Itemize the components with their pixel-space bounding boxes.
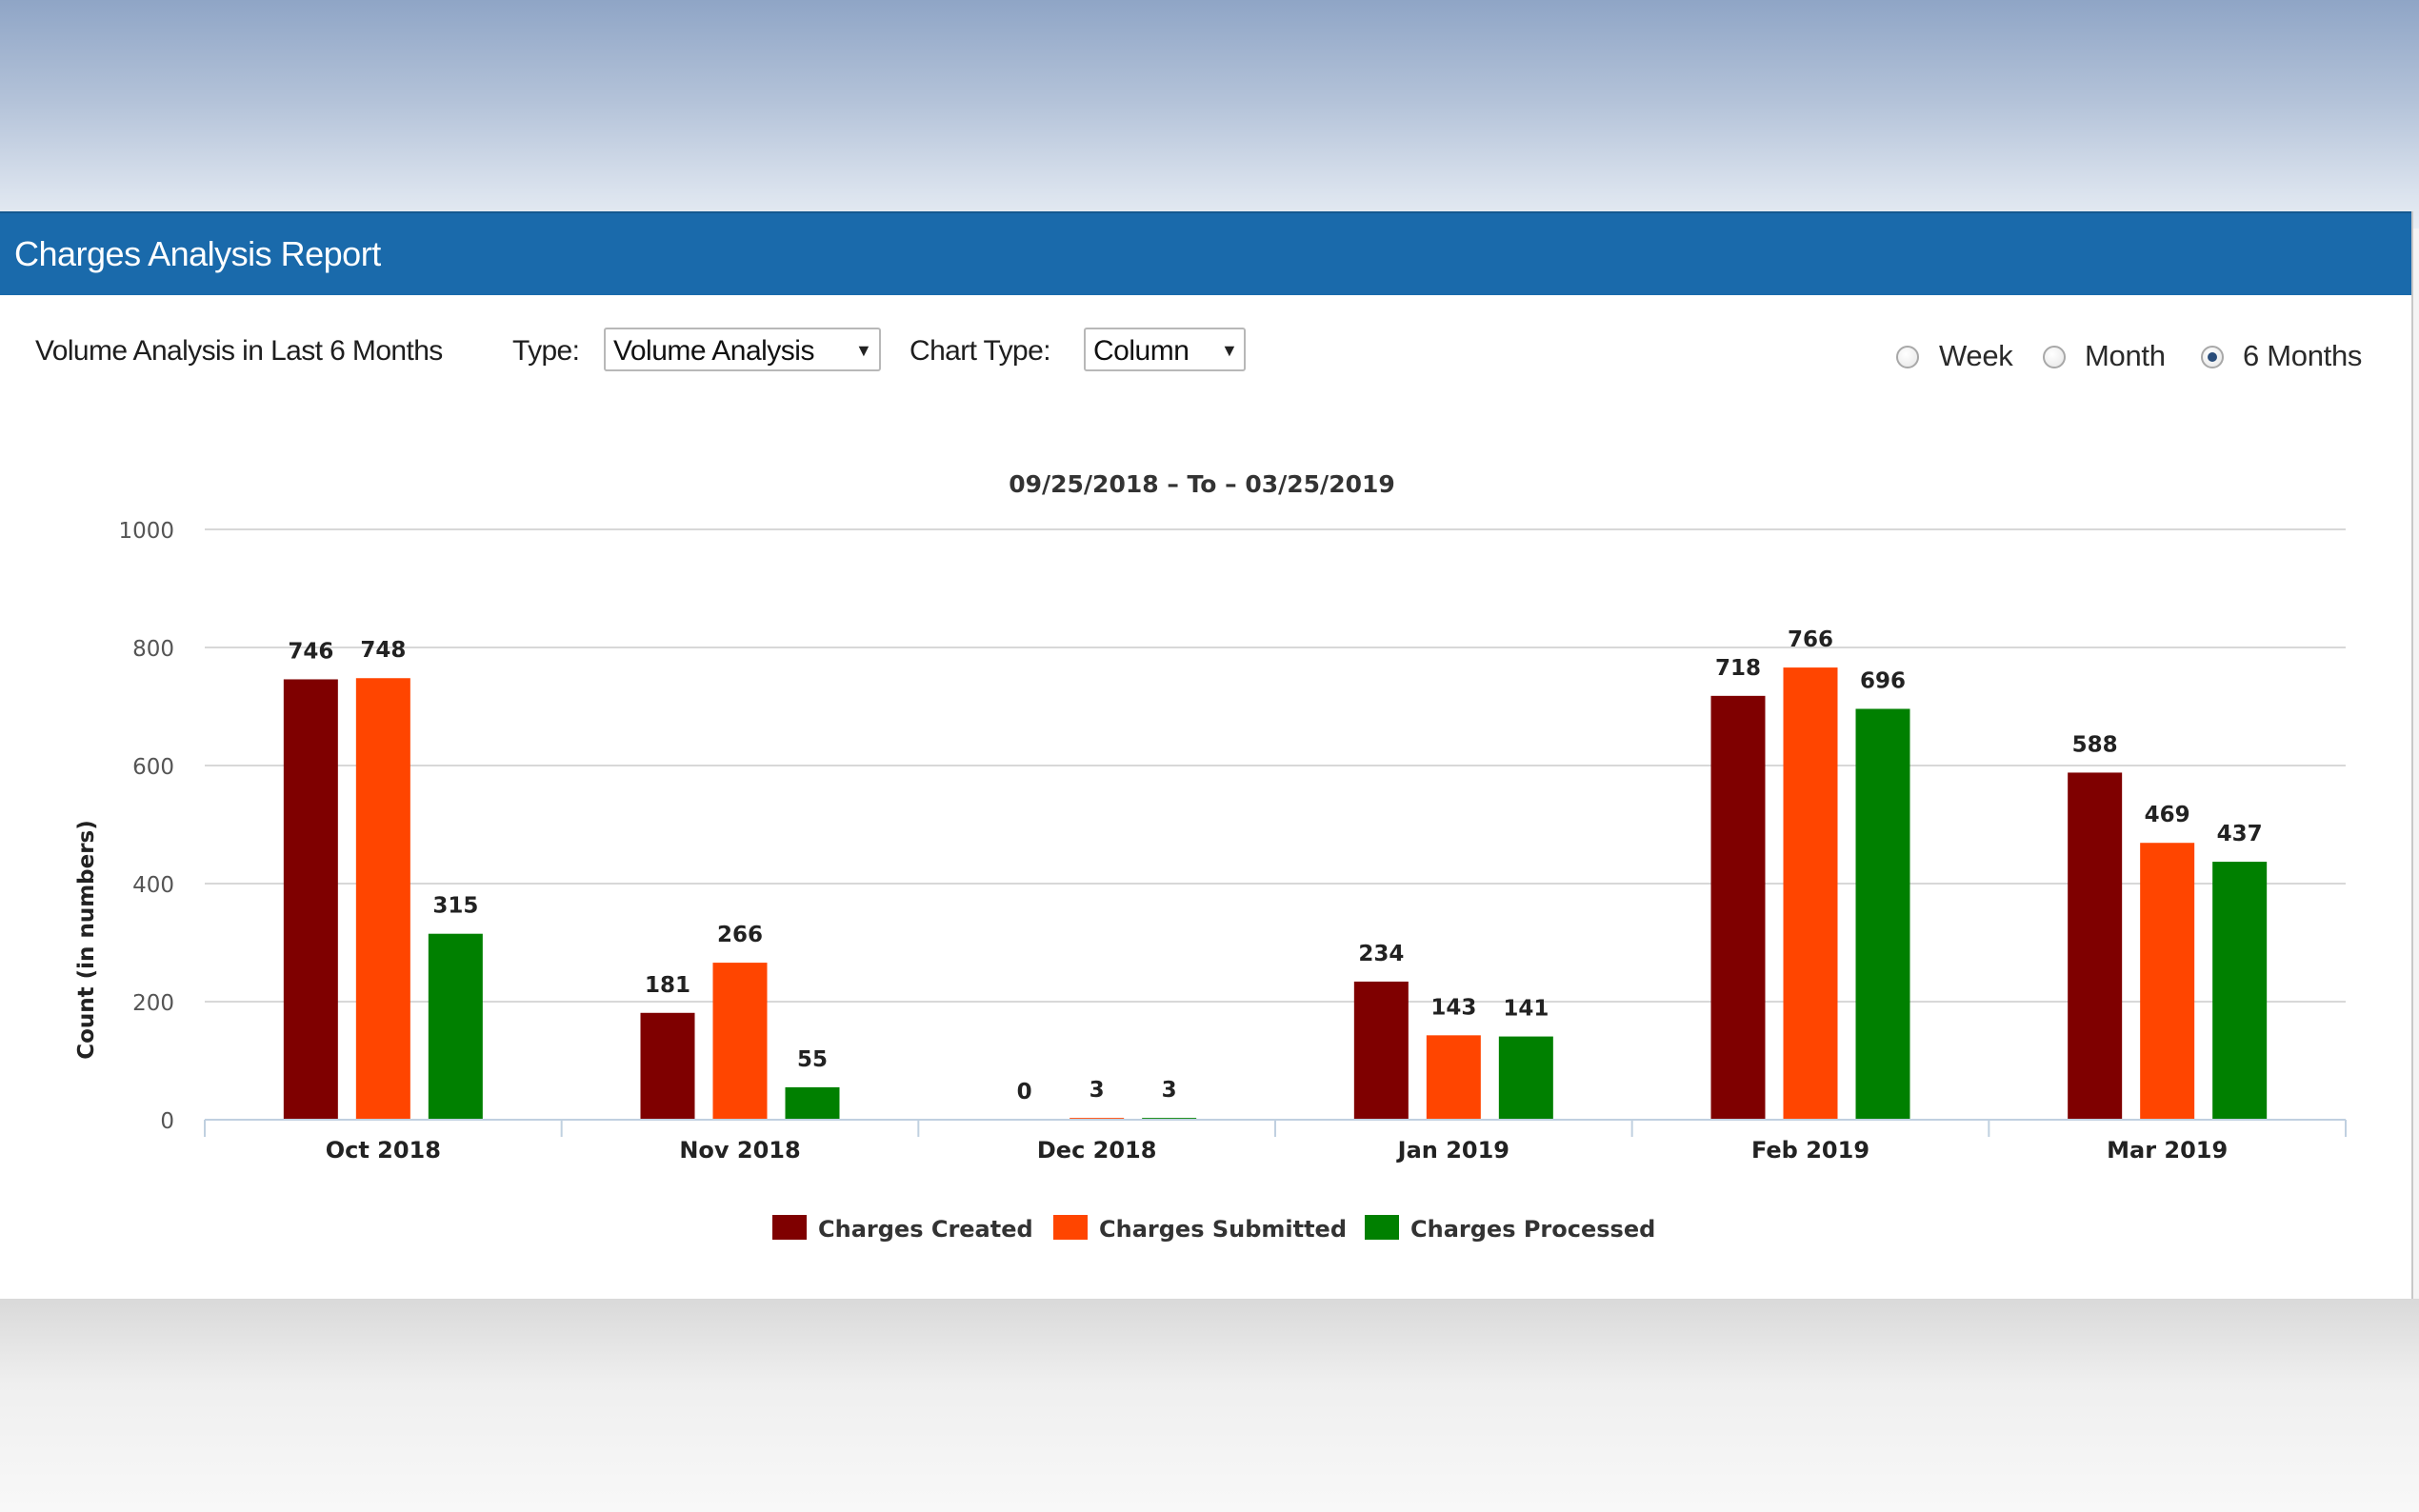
bar [712,963,768,1120]
bar [1353,981,1409,1120]
bar [2212,862,2268,1120]
type-select-value: Volume Analysis [613,335,814,367]
x-tick-label: Dec 2018 [1037,1137,1157,1164]
radio-week-label[interactable]: Week [1939,339,2013,372]
bar [785,1086,840,1120]
y-tick-label: 200 [132,991,174,1016]
radio-month-label[interactable]: Month [2085,339,2166,372]
analysis-heading: Volume Analysis in Last 6 Months [35,335,443,367]
y-axis-ticks: 0 200 400 600 800 1000 [118,519,174,1134]
y-tick-label: 400 [132,873,174,898]
data-label: 746 [288,639,333,664]
radio-month[interactable] [2043,346,2066,368]
bar [283,679,338,1120]
y-tick-label: 0 [160,1109,174,1134]
data-label: 588 [2072,732,2118,757]
y-tick-label: 1000 [118,519,174,544]
legend-swatch [1365,1215,1399,1240]
legend-swatch [772,1215,807,1240]
data-label: 748 [360,638,406,663]
data-label: 469 [2145,803,2190,827]
bar [1783,667,1838,1120]
x-tick-label: Mar 2019 [2107,1137,2228,1164]
bar [428,933,483,1120]
chevron-down-icon: ▼ [1221,341,1238,360]
type-label: Type: [512,335,580,367]
window-background-top [0,0,2419,229]
legend-label: Charges Created [818,1216,1033,1243]
report-panel: Charges Analysis Report Volume Analysis … [0,211,2413,1299]
legend-label: Charges Processed [1410,1216,1655,1243]
legend-swatch [1053,1215,1088,1240]
x-axis: Oct 2018 Nov 2018 Dec 2018 Jan 2019 Feb 2019… [204,1119,2347,1164]
bar [1855,708,1910,1120]
y-axis-title: Count (in numbers) [74,820,99,1060]
y-tick-label: 800 [132,637,174,662]
data-label: 3 [1090,1078,1105,1103]
bar [1426,1035,1481,1120]
bars [283,667,2268,1120]
bar [355,678,410,1120]
chart-type-select-value: Column [1093,335,1190,367]
y-tick-label: 600 [132,755,174,780]
x-tick-label: Jan 2019 [1396,1137,1509,1164]
bar [640,1012,695,1120]
panel-title: Charges Analysis Report [14,234,381,273]
data-label: 0 [1017,1080,1032,1104]
gridlines [205,528,2346,1003]
data-labels: 746 748 315 181 266 55 0 3 3 234 143 141 718 766 696 58… [288,627,2262,1104]
data-label: 181 [645,973,690,998]
x-tick-label: Oct 2018 [326,1137,441,1164]
chevron-down-icon: ▼ [855,341,872,360]
panel-header: Charges Analysis Report [0,211,2411,295]
window-background-bottom [0,1299,2419,1512]
chart-type-select[interactable]: Column ▼ [1084,328,1246,371]
data-label: 315 [432,894,478,919]
data-label: 55 [797,1047,828,1072]
data-label: 766 [1788,627,1833,652]
legend[interactable]: Charges Created Charges Submitted Charges … [772,1215,1655,1243]
radio-6-months-label[interactable]: 6 Months [2243,339,2363,372]
bar [2140,843,2195,1120]
data-label: 696 [1860,668,1906,693]
data-label: 266 [717,923,763,947]
radio-week[interactable] [1896,346,1919,368]
data-label: 437 [2217,822,2263,846]
x-tick-label: Feb 2019 [1751,1137,1869,1164]
data-label: 234 [1358,942,1404,966]
data-label: 141 [1503,997,1549,1022]
x-tick-label: Nov 2018 [679,1137,800,1164]
bar [1498,1036,1553,1120]
data-label: 143 [1430,995,1476,1020]
volume-chart: 09/25/2018 – To – 03/25/2019 0 200 400 600 8… [74,470,2347,1243]
data-label: 3 [1162,1078,1177,1103]
legend-label: Charges Submitted [1099,1216,1347,1243]
bar [2068,772,2123,1120]
chart-type-label: Chart Type: [910,335,1051,367]
type-select[interactable]: Volume Analysis ▼ [604,328,881,371]
bar [1710,695,1766,1120]
data-label: 718 [1715,656,1761,681]
chart-title: 09/25/2018 – To – 03/25/2019 [1009,470,1395,498]
radio-6-months[interactable] [2201,346,2224,368]
